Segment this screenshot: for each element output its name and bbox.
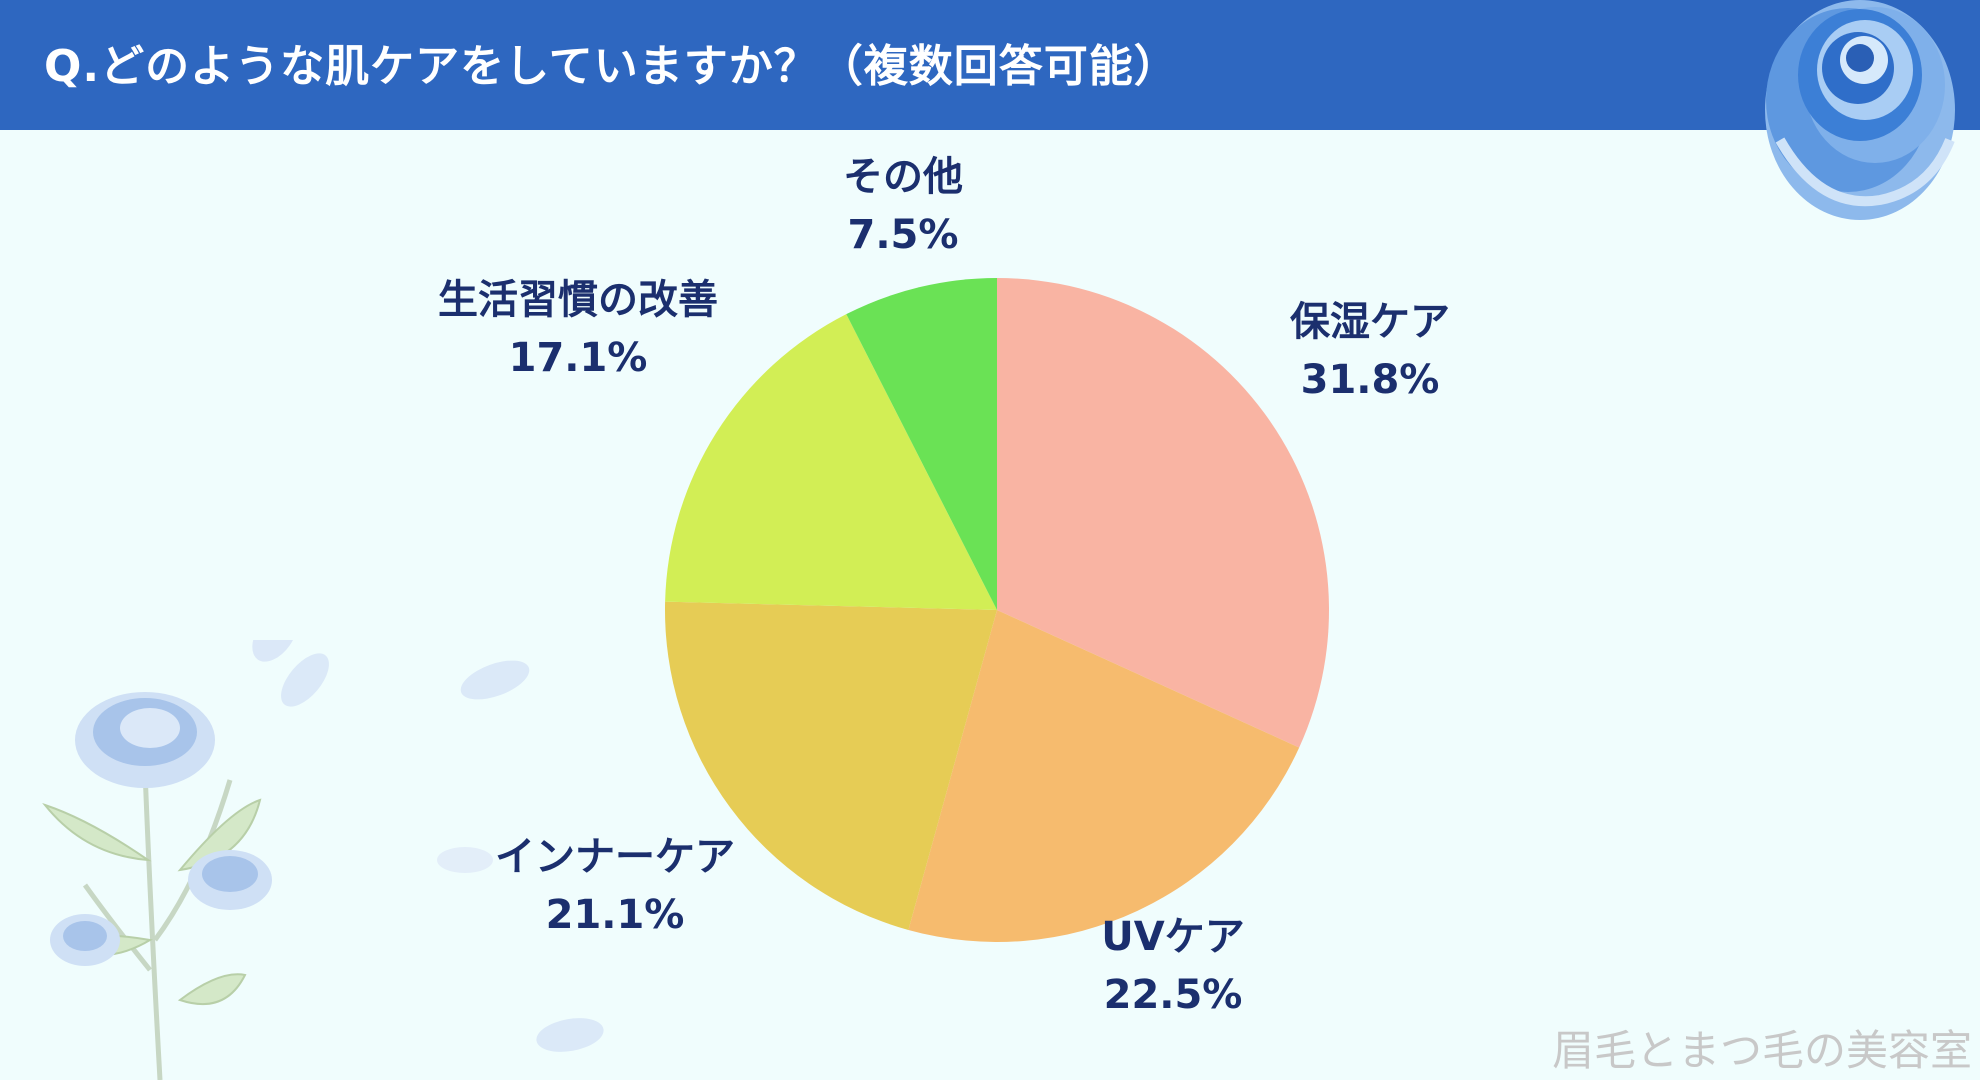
pie-slice-4	[665, 314, 997, 610]
watermark: 眉毛とまつ毛の美容室	[1551, 1026, 1972, 1075]
chart-title: Q.どのような肌ケアをしていますか？（複数回答可能）	[44, 41, 1179, 92]
pie-slice-3	[665, 601, 997, 930]
blue-rose-bouquet-icon	[42, 640, 298, 1080]
pie-slice-5	[846, 278, 997, 610]
slice-value-label-4: 17.1%	[509, 335, 648, 381]
slice-category-label-1: 保湿ケア	[1290, 299, 1450, 345]
slice-category-label-2: UVケア	[1101, 914, 1244, 960]
slice-value-label-1: 31.8%	[1301, 357, 1440, 403]
pie-slice-1	[997, 278, 1329, 748]
slice-category-label-3: インナーケア	[495, 834, 735, 880]
slice-category-label-5: その他	[843, 154, 963, 200]
slice-value-label-5: 7.5%	[848, 212, 959, 258]
slice-value-label-3: 21.1%	[546, 892, 685, 938]
blue-rose-icon	[1765, 0, 1955, 220]
slice-category-label-4: 生活習慣の改善	[438, 277, 718, 323]
pie-slice-2	[908, 610, 1300, 942]
title-bar: Q.どのような肌ケアをしていますか？（複数回答可能）	[0, 0, 1980, 130]
slice-value-label-2: 22.5%	[1104, 972, 1243, 1018]
